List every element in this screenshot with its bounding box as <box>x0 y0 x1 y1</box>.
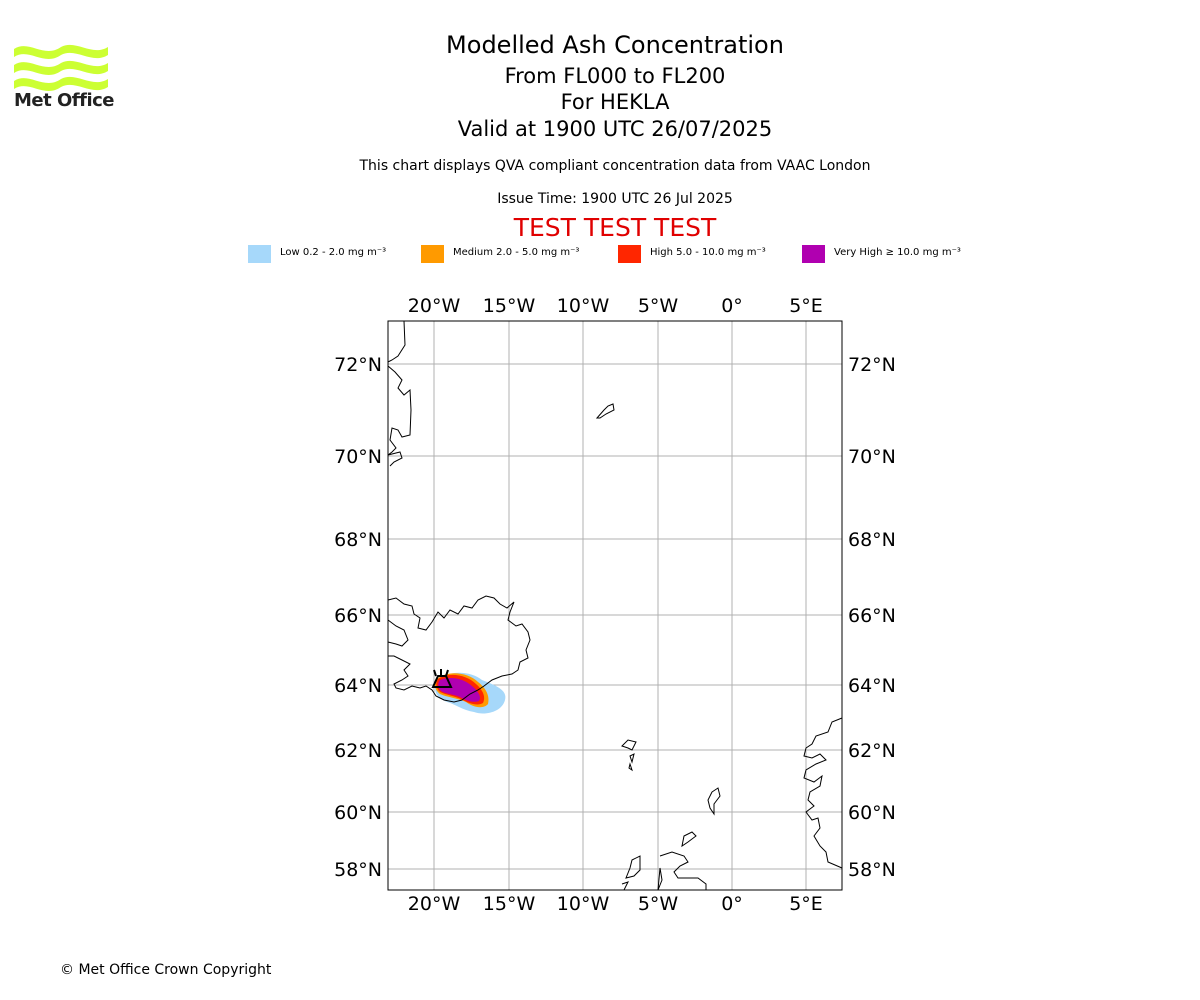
map-gridlines <box>388 321 842 890</box>
lat-tick-label: 68°N <box>848 529 896 551</box>
volcano-name: For HEKLA <box>560 90 670 114</box>
lon-tick-label: 15°W <box>483 893 536 915</box>
legend-label-high: High 5.0 - 10.0 mg m⁻³ <box>650 247 766 258</box>
coast-iceland <box>387 595 531 703</box>
lat-tick-label: 66°N <box>848 605 896 627</box>
copyright-notice: © Met Office Crown Copyright <box>60 962 272 978</box>
legend-swatch-high <box>618 245 641 263</box>
coast-faroe <box>621 739 637 772</box>
lon-tick-label: 0° <box>721 893 743 915</box>
coast-norway <box>803 717 843 869</box>
legend-swatch-low <box>248 245 271 263</box>
lat-tick-label: 64°N <box>848 675 896 697</box>
lon-tick-label: 5°W <box>638 893 679 915</box>
valid-time: Valid at 1900 UTC 26/07/2025 <box>457 117 773 141</box>
lon-tick-label: 10°W <box>557 295 610 317</box>
lat-tick-label: 66°N <box>334 605 382 627</box>
lat-tick-label: 62°N <box>848 740 896 762</box>
test-banner: TEST TEST TEST <box>513 213 717 242</box>
lat-tick-label: 60°N <box>848 802 896 824</box>
lon-tick-label: 20°W <box>408 295 461 317</box>
lat-tick-label: 58°N <box>848 859 896 881</box>
met-office-logo <box>14 44 108 91</box>
lat-tick-label: 62°N <box>334 740 382 762</box>
map-frame <box>387 320 843 891</box>
flight-level-range: From FL000 to FL200 <box>504 64 726 88</box>
legend-swatch-medium <box>421 245 444 263</box>
lat-tick-label: 58°N <box>334 859 382 881</box>
legend-label-low: Low 0.2 - 2.0 mg m⁻³ <box>280 247 387 258</box>
chart-title: Modelled Ash Concentration <box>446 31 784 59</box>
coastlines <box>387 320 843 891</box>
lat-tick-labels-right: 72°N 70°N 68°N 66°N 64°N 62°N 60°N 58°N <box>848 354 896 881</box>
coast-scotland <box>621 831 707 891</box>
lat-tick-label: 72°N <box>334 354 382 376</box>
lat-tick-label: 64°N <box>334 675 382 697</box>
legend-label-very-high: Very High ≥ 10.0 mg m⁻³ <box>834 247 961 258</box>
coast-greenland <box>387 320 412 467</box>
coast-shetland <box>707 787 721 816</box>
issue-time: Issue Time: 1900 UTC 26 Jul 2025 <box>497 191 733 207</box>
lon-tick-label: 10°W <box>557 893 610 915</box>
lon-tick-labels-top: 20°W 15°W 10°W 5°W 0° 5°E <box>408 295 823 317</box>
lon-tick-label: 5°E <box>789 295 823 317</box>
lat-tick-label: 70°N <box>848 446 896 468</box>
volcano-icon <box>431 669 453 688</box>
lon-tick-label: 5°E <box>789 893 823 915</box>
chart-description: This chart displays QVA compliant concen… <box>359 158 871 174</box>
met-office-logo-text: Met Office <box>14 90 115 111</box>
lon-tick-label: 15°W <box>483 295 536 317</box>
lon-tick-label: 5°W <box>638 295 679 317</box>
lat-tick-labels-left: 72°N 70°N 68°N 66°N 64°N 62°N 60°N 58°N <box>334 354 382 881</box>
lat-tick-label: 68°N <box>334 529 382 551</box>
coast-jan-mayen <box>595 403 615 419</box>
lon-tick-labels-bottom: 20°W 15°W 10°W 5°W 0° 5°E <box>408 893 823 915</box>
legend-swatch-very-high <box>802 245 825 263</box>
lon-tick-label: 20°W <box>408 893 461 915</box>
lat-tick-label: 72°N <box>848 354 896 376</box>
lon-tick-label: 0° <box>721 295 743 317</box>
legend-label-medium: Medium 2.0 - 5.0 mg m⁻³ <box>453 247 580 258</box>
lat-tick-label: 70°N <box>334 446 382 468</box>
lat-tick-label: 60°N <box>334 802 382 824</box>
